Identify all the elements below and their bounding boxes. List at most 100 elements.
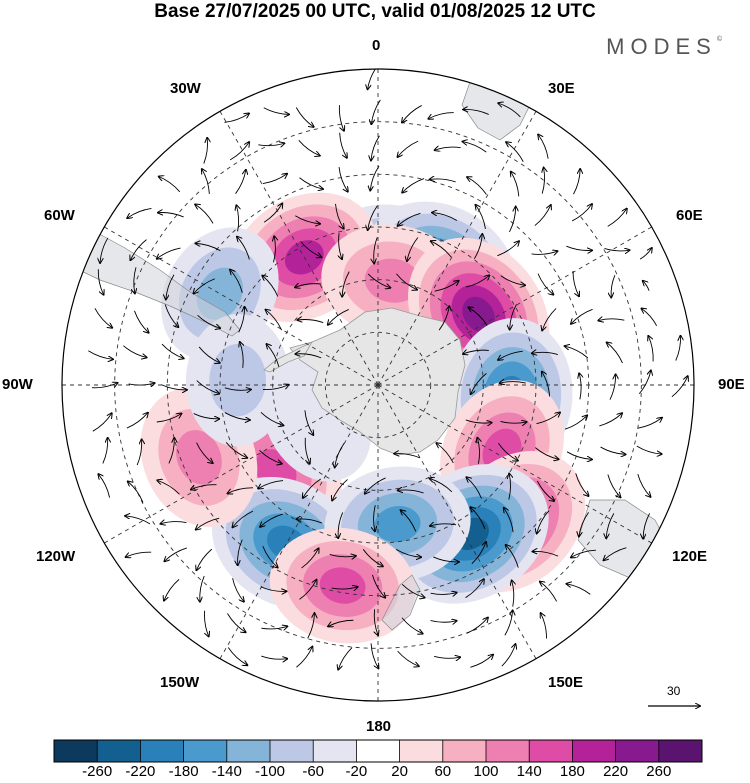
wind-arrow — [571, 204, 592, 222]
wind-arrow — [307, 613, 315, 639]
wind-arrow — [339, 132, 347, 158]
wind-arrow — [262, 545, 278, 567]
wind-arrow — [395, 548, 421, 557]
wind-arrow — [566, 245, 592, 250]
wind-arrow — [128, 481, 144, 503]
wind-arrow — [224, 388, 251, 390]
wind-arrow — [227, 647, 247, 666]
wind-arrow — [638, 370, 651, 395]
wind-arrow — [435, 147, 461, 150]
wind-arrow — [230, 270, 243, 293]
wind-arrow — [537, 273, 553, 295]
wind-arrow — [431, 241, 452, 258]
wind-arrow — [571, 308, 593, 324]
wind-arrow — [433, 656, 460, 658]
wind-arrow — [134, 267, 136, 293]
wind-arrow — [338, 105, 344, 131]
lon-label-180: 180 — [366, 718, 392, 735]
wind-arrow — [500, 275, 525, 286]
wind-arrow — [365, 477, 386, 494]
wind-arrow — [397, 650, 419, 666]
wind-arrow — [237, 237, 250, 260]
colorbar-tick-label: -260 — [82, 763, 113, 780]
wind-arrow — [536, 412, 560, 425]
wind-arrow — [476, 205, 486, 230]
colorbar-segment — [399, 740, 444, 762]
wind-arrow — [259, 450, 281, 463]
wind-arrow — [510, 304, 517, 329]
wind-arrow — [263, 204, 282, 223]
wind-arrow — [224, 113, 249, 123]
wind-arrow — [600, 446, 626, 454]
wind-arrow — [398, 212, 421, 226]
wind-arrow — [575, 473, 589, 496]
colorbar-frame — [53, 739, 703, 763]
wind-arrow — [463, 350, 489, 354]
wind-arrow — [536, 480, 554, 501]
colorbar-tick-label: 20 — [391, 763, 408, 780]
wind-arrow — [579, 512, 589, 536]
colorbar-segment — [658, 740, 703, 762]
wind-arrow — [509, 207, 515, 233]
wind-arrow — [498, 103, 521, 118]
wind-arrow — [260, 412, 283, 425]
wind-arrow — [262, 276, 279, 297]
wind-arrow — [402, 105, 422, 122]
wind-arrow — [193, 413, 219, 419]
wind-arrow — [123, 345, 146, 358]
wind-arrow — [500, 382, 526, 384]
wind-arrow — [262, 385, 289, 391]
colorbar-tick-label: 180 — [559, 763, 585, 780]
new-zealand-islands — [381, 574, 421, 631]
wind-arrow — [134, 310, 148, 333]
wind-arrow — [466, 477, 482, 499]
wind-arrow — [506, 545, 519, 568]
lon-label-90w: 90W — [2, 376, 33, 393]
wind-arrow — [195, 243, 221, 252]
wind-arrow — [126, 413, 148, 429]
wind-arrow — [571, 549, 596, 557]
wind-arrow — [428, 112, 454, 119]
wind-arrow — [606, 513, 615, 538]
wind-arrow — [643, 281, 650, 291]
wind-arrow — [136, 439, 142, 466]
wind-arrow — [542, 168, 544, 194]
wind-arrow — [296, 519, 323, 524]
wind-arrow — [97, 269, 103, 294]
wind-arrow — [261, 655, 287, 659]
brand-logo: MODES© — [606, 34, 722, 60]
wind-arrow — [92, 413, 112, 432]
brand-mark: © — [716, 36, 722, 43]
wind-arrow — [465, 275, 489, 288]
wind-arrow — [258, 143, 284, 145]
colorbar — [53, 739, 703, 763]
colorbar-segment — [486, 740, 530, 762]
wind-arrow — [196, 442, 213, 463]
lon-label-60e: 60E — [676, 207, 703, 224]
wind-arrow — [196, 548, 213, 570]
wind-arrow — [531, 251, 558, 254]
wind-arrow — [260, 586, 287, 592]
colorbar-tick-label: -140 — [211, 763, 242, 780]
wind-arrow — [465, 579, 484, 599]
wind-arrow — [157, 480, 180, 495]
wind-arrow — [609, 374, 616, 400]
colorbar-tick-label: 60 — [434, 763, 452, 780]
wind-arrow — [430, 593, 457, 595]
antarctica-landmass — [289, 307, 466, 456]
wind-arrow — [238, 539, 243, 566]
wind-arrow — [164, 579, 180, 600]
wind-arrow — [430, 621, 457, 623]
wind-arrow — [161, 343, 184, 358]
colorbar-segment — [226, 740, 271, 762]
wind-arrow — [599, 413, 622, 427]
wind-arrow — [368, 205, 378, 230]
latitude-circle — [324, 331, 432, 439]
wind-arrow — [362, 549, 383, 566]
wind-arrow — [607, 342, 623, 364]
wind-arrow — [469, 307, 488, 326]
wind-arrow — [299, 177, 323, 189]
wind-arrow — [339, 233, 342, 259]
wind-arrow — [304, 437, 310, 464]
wind-arrow — [540, 582, 558, 602]
